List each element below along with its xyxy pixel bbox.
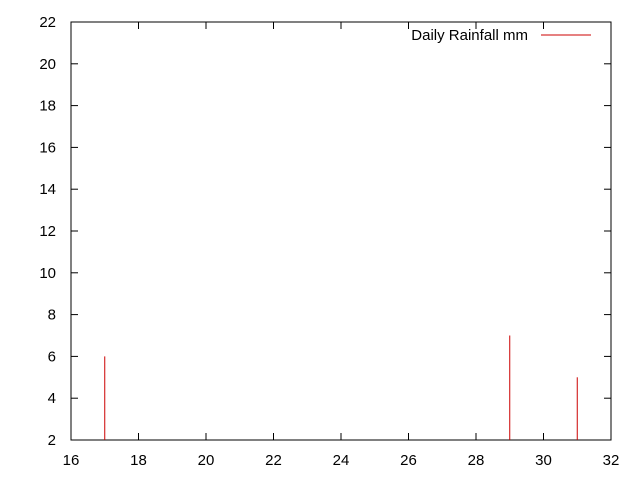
y-tick-label: 8 xyxy=(48,307,56,324)
y-tick-label: 4 xyxy=(48,390,56,407)
y-tick-label: 12 xyxy=(39,223,56,240)
legend: Daily Rainfall mm xyxy=(411,27,591,44)
plot-frame xyxy=(70,21,612,441)
x-tick-label: 18 xyxy=(130,452,147,469)
x-tick-label: 28 xyxy=(468,452,485,469)
data-marks xyxy=(104,335,578,440)
y-tick-label: 22 xyxy=(39,14,56,31)
y-tick-label: 14 xyxy=(39,181,56,198)
axes xyxy=(70,21,612,441)
y-tick-label: 2 xyxy=(48,432,56,449)
y-tick-label: 16 xyxy=(39,139,56,156)
x-tick-label: 16 xyxy=(63,452,80,469)
y-tick-label: 18 xyxy=(39,98,56,115)
x-tick-label: 20 xyxy=(198,452,215,469)
y-tick-label: 6 xyxy=(48,348,56,365)
x-tick-label: 22 xyxy=(265,452,282,469)
x-tick-label: 30 xyxy=(535,452,552,469)
x-tick-label: 32 xyxy=(603,452,620,469)
y-tick-label: 10 xyxy=(39,265,56,282)
y-tick-label: 20 xyxy=(39,56,56,73)
x-tick-label: 24 xyxy=(333,452,350,469)
legend-label: Daily Rainfall mm xyxy=(411,27,528,44)
x-tick-label: 26 xyxy=(400,452,417,469)
